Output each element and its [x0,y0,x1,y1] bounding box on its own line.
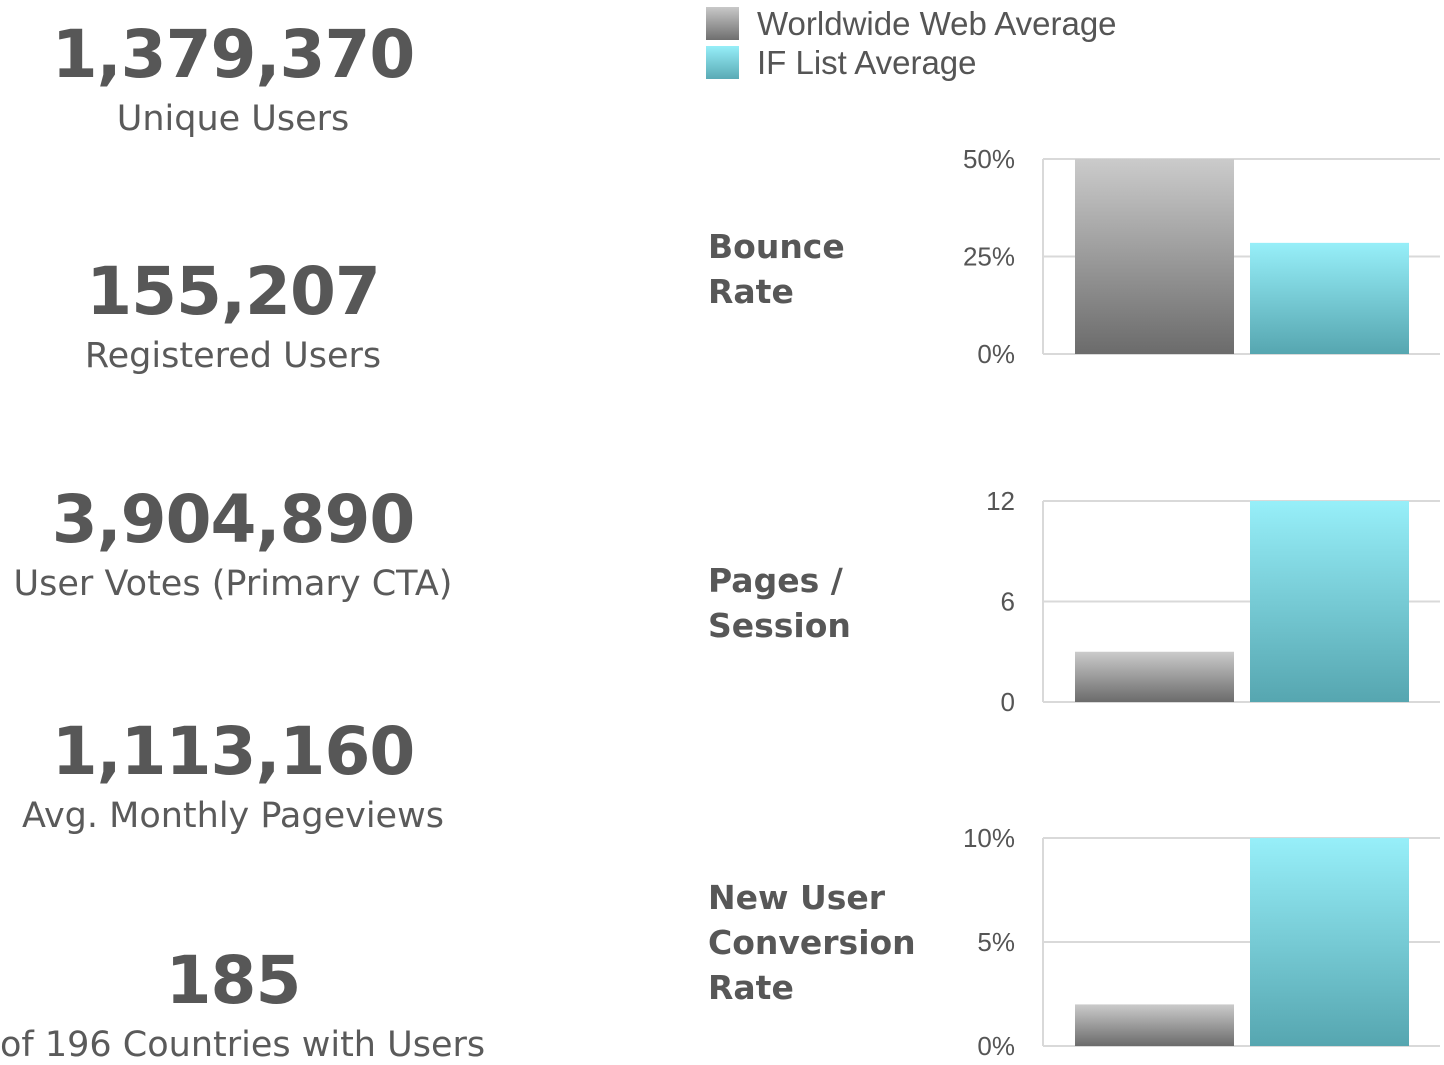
y-tick-label: 5% [977,927,1015,957]
stat-label: Avg. Monthly Pageviews [22,796,444,836]
stat-unique-users: 1,379,370 Unique Users [0,22,466,137]
y-tick-label: 12 [986,486,1015,516]
stat-value: 1,113,160 [51,713,416,790]
stat-monthly-pageviews: 1,113,160 Avg. Monthly Pageviews [0,719,466,834]
metric-label-line: Session [708,606,851,645]
legend-label: Worldwide Web Average [757,4,1117,42]
y-tick-label: 0% [977,339,1015,369]
legend-item-worldwide: Worldwide Web Average [706,4,1117,43]
stat-value: 1,379,370 [51,16,416,93]
chart-legend: Worldwide Web Average IF List Average [706,4,1117,82]
legend-label: IF List Average [757,43,977,81]
metric-label-line: New User [708,878,886,917]
legend-swatch-gray [706,7,739,40]
y-tick-label: 6 [1001,587,1015,617]
y-tick-label: 25% [963,242,1015,272]
metric-label-line: Conversion [708,923,916,962]
bar-worldwide-web-average [1075,651,1234,702]
y-tick-label: 0 [1001,687,1015,717]
bar-worldwide-web-average [1075,1004,1234,1046]
metric-label-bounce-rate: Bounce Rate [708,224,845,314]
metric-label-line: Bounce [708,227,845,266]
metric-label-line: Rate [708,272,794,311]
stat-label: Unique Users [116,99,350,139]
stat-label: User Votes (Primary CTA) [13,564,453,604]
bar-worldwide-web-average [1075,159,1234,354]
stat-value: 3,904,890 [51,481,416,558]
stat-countries: 185 of 196 Countries with Users [0,942,486,1065]
metric-label-line: Pages / [708,561,843,600]
stat-value: 185 [165,942,302,1019]
legend-item-if-list: IF List Average [706,43,1117,82]
bar-if-list-average [1250,501,1409,702]
y-tick-label: 50% [963,144,1015,174]
y-tick-label: 0% [977,1031,1015,1061]
stat-registered-users: 155,207 Registered Users [0,259,466,374]
legend-swatch-cyan [706,46,739,79]
metric-label-line: Rate [708,968,794,1007]
bar-if-list-average [1250,242,1409,354]
stat-label: of 196 Countries with Users [0,1025,486,1065]
metric-label-conversion-rate: New User Conversion Rate [708,875,916,1010]
metric-label-pages-session: Pages / Session [708,558,851,648]
stat-value: 155,207 [86,253,381,330]
bar-if-list-average [1250,838,1409,1046]
stat-label: Registered Users [84,336,382,376]
y-tick-label: 10% [963,823,1015,853]
stat-user-votes: 3,904,890 User Votes (Primary CTA) [0,487,466,602]
